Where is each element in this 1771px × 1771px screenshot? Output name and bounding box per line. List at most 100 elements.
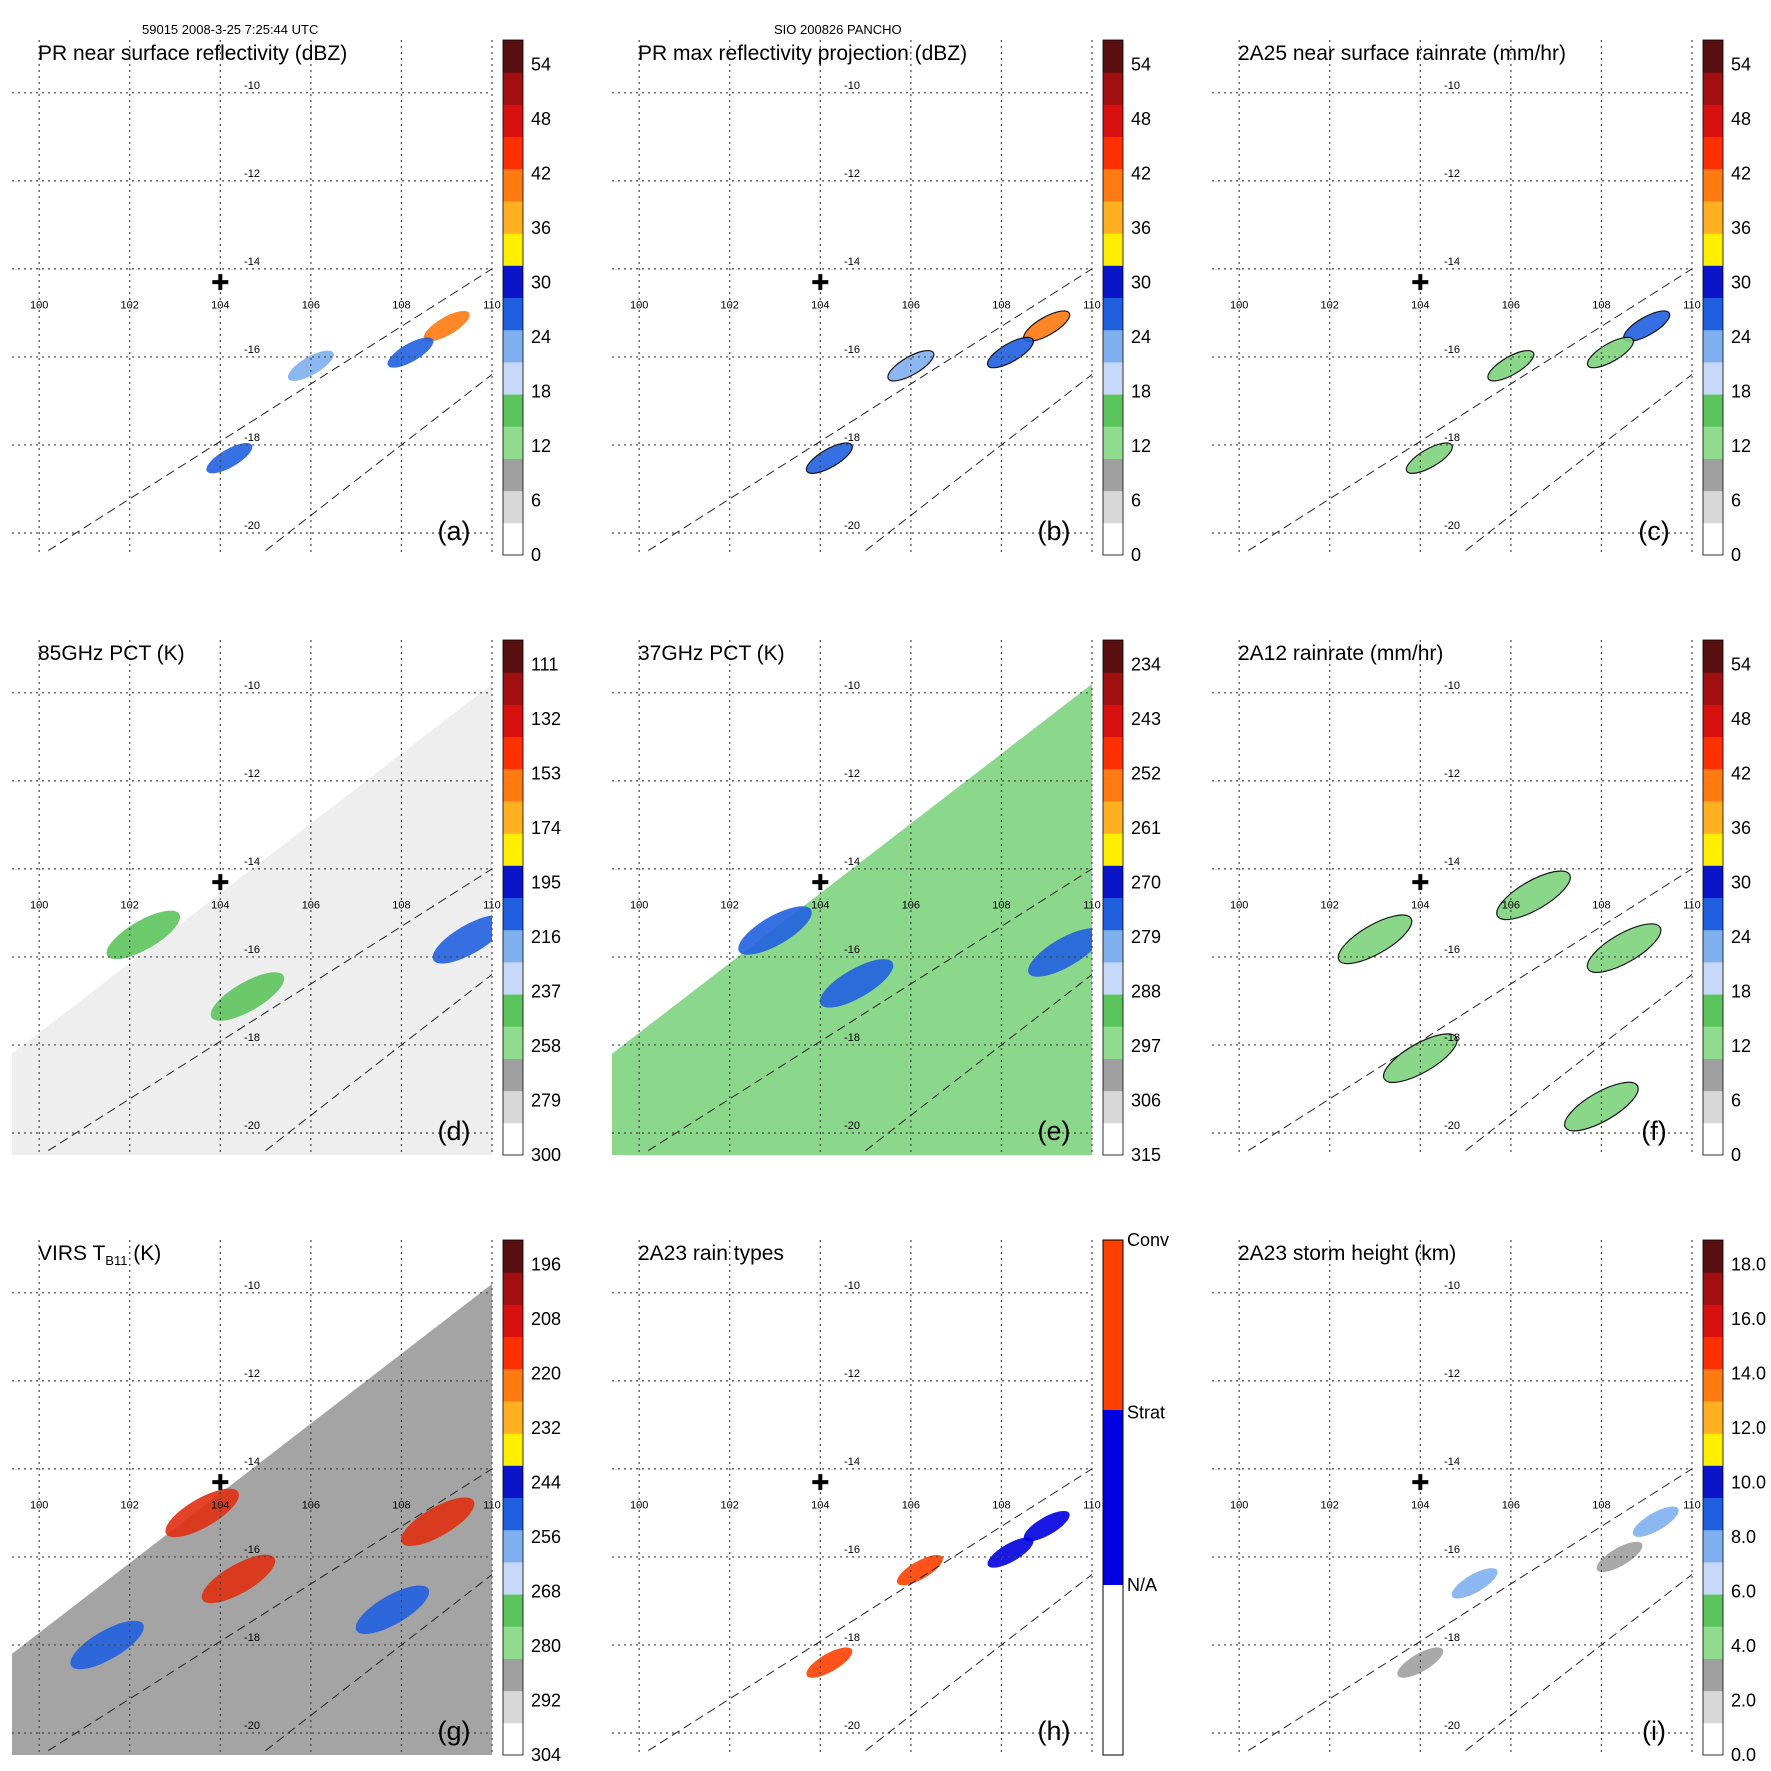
lat-tick-label: -14 [1444, 256, 1460, 268]
colorbar-tick-label: 48 [531, 109, 551, 129]
lat-tick-label: -12 [1444, 168, 1460, 180]
colorbar-tick-label: 288 [1131, 982, 1161, 1002]
colorbar-segment [503, 361, 523, 395]
colorbar-segment [1103, 490, 1123, 524]
colorbar-tick-label: 18 [1131, 382, 1151, 402]
lat-tick-label: -20 [244, 1120, 260, 1132]
colorbar-segment [1103, 1409, 1123, 1586]
colorbar-segment [503, 833, 523, 866]
colorbar-tick-label: 237 [531, 982, 561, 1002]
lon-tick-label: 110 [483, 900, 501, 912]
colorbar-tick-label: 0 [1731, 545, 1741, 565]
colorbar-tick-label: 195 [531, 873, 561, 893]
colorbar-tick-label: 12.0 [1731, 1418, 1766, 1438]
colorbar-segment [503, 865, 523, 898]
lon-tick-label: 110 [1683, 1500, 1701, 1512]
colorbar-tick-label: 6 [1131, 491, 1141, 511]
colorbar-frame [1702, 639, 1724, 1156]
lat-tick-label: -14 [844, 256, 860, 268]
colorbar-tick-label: 6 [1731, 1091, 1741, 1111]
lat-tick-label: -14 [1444, 1456, 1460, 1468]
lon-tick-label: 104 [1411, 900, 1429, 912]
panel-label: (f) [1641, 1116, 1666, 1146]
lon-tick-label: 104 [211, 1500, 229, 1512]
lon-tick-label: 102 [721, 300, 739, 312]
colorbar-segment [503, 1433, 523, 1466]
plot-area [206, 310, 470, 474]
plot-area [12, 684, 492, 1155]
lon-tick-label: 102 [121, 1500, 139, 1512]
lon-tick-label: 100 [1230, 900, 1248, 912]
panel-title: 2A23 rain types [638, 1242, 784, 1265]
colorbar-segment [1103, 72, 1123, 105]
lon-tick-label: 104 [1411, 300, 1429, 312]
pr-swath-edge [1465, 974, 1693, 1151]
colorbar-segment [1703, 640, 1723, 673]
colorbar-segment [503, 768, 523, 802]
colorbar-segment [503, 1336, 523, 1370]
colorbar-segment [1703, 768, 1723, 802]
pr-swath-edge [265, 374, 493, 551]
colorbar-frame [502, 1239, 524, 1756]
colorbar: 54 48 42 36 30 24 18 12 6 0 [1702, 39, 1751, 565]
lon-tick-label: 102 [721, 1500, 739, 1512]
colorbar-segment [1103, 929, 1123, 963]
colorbar-segment [503, 200, 523, 234]
panel-label: (h) [1038, 1716, 1071, 1746]
lat-tick-label: -14 [244, 856, 260, 868]
colorbar-frame [1102, 1239, 1124, 1756]
colorbar-tick-label: 6 [531, 491, 541, 511]
colorbar-tick-label: 48 [1731, 709, 1751, 729]
colorbar-tick-label: 18.0 [1731, 1255, 1766, 1275]
rain-cell [805, 442, 853, 474]
panel-label: (b) [1038, 516, 1071, 546]
colorbar-segment [1703, 265, 1723, 298]
panel-title: 85GHz PCT (K) [38, 642, 185, 665]
colorbar-segment [1103, 136, 1123, 170]
rain-cell [423, 310, 470, 342]
rain-cell [806, 1647, 853, 1678]
colorbar-tick-label: 42 [531, 164, 551, 184]
rain-cell [819, 959, 894, 1008]
colorbar: 234 243 252 261 270 279 288 297 306 315 [1102, 639, 1161, 1165]
colorbar-segment [503, 672, 523, 705]
colorbar-segment [503, 736, 523, 770]
colorbar-segment [1103, 1585, 1123, 1755]
colorbar-segment [1103, 458, 1123, 492]
colorbar-segment [1703, 1240, 1723, 1273]
colorbar-tick-label: 30 [1731, 873, 1751, 893]
lat-tick-label: -16 [1444, 1544, 1460, 1556]
lon-tick-label: 110 [1683, 900, 1701, 912]
pr-swath-edge [647, 1468, 1093, 1752]
lat-tick-label: -14 [244, 256, 260, 268]
header-center: SIO 200826 PANCHO [774, 22, 902, 37]
lon-tick-label: 100 [30, 900, 48, 912]
colorbar-segment [1103, 1090, 1123, 1124]
colorbar-segment [1103, 329, 1123, 363]
rain-cell [1028, 928, 1092, 977]
colorbar-segment [1703, 1058, 1723, 1092]
colorbar-tick-label: 18 [1731, 982, 1751, 1002]
lon-tick-label: 104 [211, 900, 229, 912]
colorbar-segment [1703, 1529, 1723, 1563]
colorbar-tick-label: 36 [1731, 218, 1751, 238]
lon-tick-label: 110 [483, 300, 501, 312]
colorbar-tick-label: 300 [531, 1145, 561, 1165]
colorbar-segment [1703, 1561, 1723, 1595]
colorbar-segment [503, 704, 523, 738]
colorbar: Conv Strat N/A [1102, 1230, 1169, 1756]
lat-tick-label: -20 [1444, 1120, 1460, 1132]
chart-panel-a: 100 102 104 106 108 110 -10 -12 -14 -16 -18 -20 PR n… [12, 39, 551, 565]
storm-center-marker [212, 1474, 229, 1491]
lat-tick-label: -10 [244, 680, 260, 692]
colorbar-tick-label: 252 [1131, 764, 1161, 784]
colorbar-segment [1103, 961, 1123, 995]
colorbar-frame [1102, 639, 1124, 1156]
lon-tick-label: 108 [1592, 900, 1610, 912]
colorbar-segment [1103, 640, 1123, 673]
colorbar-tick-label: 268 [531, 1582, 561, 1602]
colorbar-segment [1103, 833, 1123, 866]
colorbar-segment [503, 1690, 523, 1724]
lat-tick-label: -16 [244, 944, 260, 956]
